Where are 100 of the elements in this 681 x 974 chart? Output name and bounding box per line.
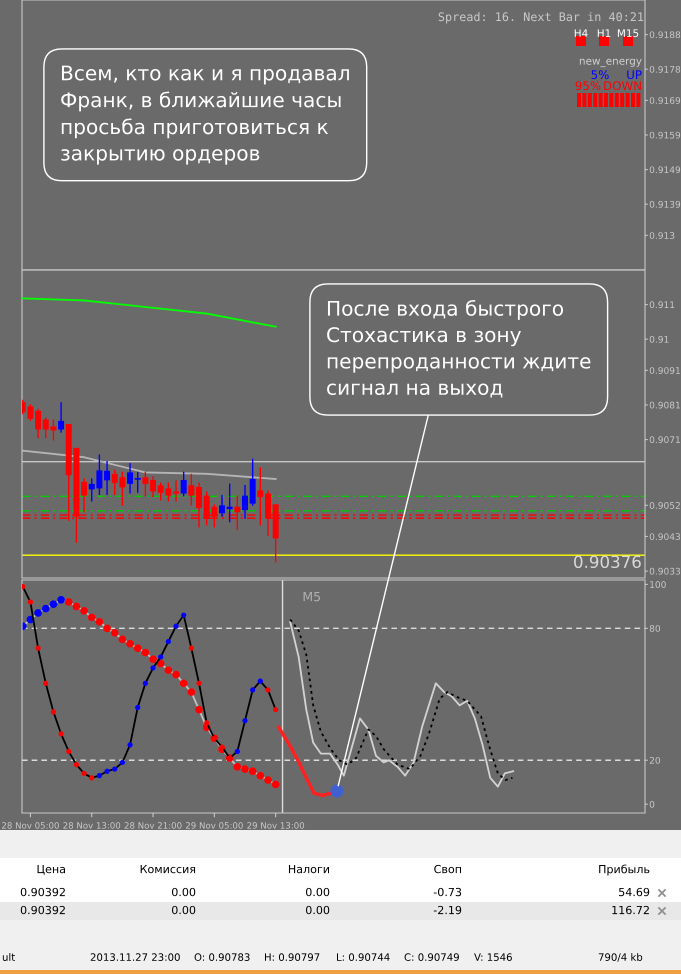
point	[149, 655, 157, 663]
text: O: 0.90783	[194, 953, 250, 961]
point	[81, 770, 87, 776]
text: Налоги	[288, 864, 329, 874]
point	[188, 646, 194, 651]
annotation: После входа быстрого Стохастика в зону перепроданности ждите сигнал на выход	[327, 300, 590, 398]
point	[50, 709, 56, 714]
text: 54.69	[619, 888, 650, 896]
line-series	[22, 450, 277, 480]
point	[241, 765, 249, 773]
candlestick	[180, 472, 187, 496]
y-tick-label: 0.9178	[650, 66, 680, 73]
ref-line-label: 0.90376	[574, 555, 641, 568]
x-tick-label: 28 Nov 13:00	[63, 822, 120, 829]
point	[96, 618, 104, 626]
y-tick-label: 0.9169	[650, 97, 680, 104]
point	[64, 598, 73, 606]
y-tick-label: 0.9159	[650, 132, 680, 139]
y-tick-label: 0.9043	[650, 533, 680, 540]
y-tick-label: 100	[650, 581, 666, 588]
text: 790/4 kb	[598, 953, 642, 962]
point	[80, 606, 88, 615]
point	[272, 780, 280, 788]
point	[256, 772, 264, 780]
annotation: H4	[574, 29, 588, 37]
text: Своп	[434, 864, 461, 874]
point	[103, 624, 111, 632]
annotation: H1	[598, 29, 610, 37]
point	[195, 706, 203, 714]
text: H: 0.90797	[264, 953, 320, 961]
y-tick-label: 80	[650, 625, 660, 632]
point	[330, 784, 344, 798]
text: 2013.11.27 23:00	[90, 953, 180, 961]
point	[265, 687, 271, 693]
point	[57, 596, 65, 604]
point	[134, 644, 142, 652]
point	[142, 648, 150, 656]
point	[89, 775, 94, 780]
point	[88, 614, 96, 622]
y-tick-label: 0	[650, 800, 654, 808]
text: 0.00	[306, 888, 330, 896]
y-tick-label: 0.913	[650, 232, 674, 239]
text: 0.00	[172, 906, 196, 914]
y-tick-label: 0.9081	[650, 402, 680, 409]
y-tick-label: 0.9149	[650, 166, 680, 174]
annotation: 95%	[576, 81, 600, 90]
point	[58, 731, 64, 736]
point	[273, 707, 278, 712]
text: Прибыль	[599, 864, 650, 876]
annotation: Всем, кто как и я продавал Франк, в ближайшие часы просьба приготовиться к закрытию ордеров	[61, 66, 349, 165]
candlestick	[88, 478, 95, 502]
text: V: 1546	[474, 953, 512, 961]
text: C: 0.90749	[404, 953, 459, 961]
point	[188, 688, 196, 696]
point	[72, 602, 80, 610]
x-tick-label: 29 Nov 13:00	[247, 822, 304, 829]
annotation: Spread: 16. Next Bar in 40:21	[438, 12, 644, 24]
point	[42, 604, 50, 612]
candlestick	[42, 417, 49, 438]
candlestick	[119, 472, 126, 506]
annotation: new_energy	[580, 58, 642, 68]
point	[264, 776, 272, 784]
y-tick-label: 0.91	[650, 336, 668, 343]
point	[172, 670, 180, 678]
point	[28, 599, 34, 605]
y-tick-label: 0.9071	[650, 436, 680, 444]
text: 116.72	[612, 906, 649, 914]
annotation: DOWN	[604, 81, 641, 90]
point	[180, 680, 188, 688]
text: Цена	[38, 864, 65, 875]
point	[66, 748, 72, 754]
annotation: 5%	[592, 70, 609, 80]
y-tick-label: 0.9188	[650, 31, 680, 38]
text: ult	[2, 953, 15, 961]
point	[204, 720, 210, 726]
point	[234, 763, 242, 771]
annotation: M5	[304, 592, 320, 602]
y-tick-label: 0.9052	[650, 502, 680, 509]
x-tick-label: 28 Nov 21:00	[124, 822, 182, 829]
point	[43, 680, 48, 686]
candlestick	[112, 470, 118, 495]
point	[126, 640, 134, 648]
annotation: UP	[627, 70, 642, 80]
point	[50, 600, 58, 608]
point	[34, 609, 42, 617]
candlestick	[50, 419, 56, 441]
text: Комиссия	[140, 864, 196, 874]
y-tick-label: 20	[650, 756, 660, 764]
text: 0.90392	[20, 906, 65, 914]
point	[110, 628, 119, 637]
y-tick-label: 0.911	[650, 301, 674, 308]
point	[164, 666, 172, 674]
x-tick-label: 28 Nov 05:00	[2, 822, 59, 829]
x-tick-label: 29 Nov 05:00	[186, 822, 243, 829]
text: -2.19	[434, 906, 462, 914]
point	[156, 660, 165, 668]
text: -0.73	[434, 888, 462, 896]
text: 0.00	[172, 888, 196, 896]
point	[248, 767, 256, 776]
y-tick-label: 0.9091	[650, 367, 680, 374]
